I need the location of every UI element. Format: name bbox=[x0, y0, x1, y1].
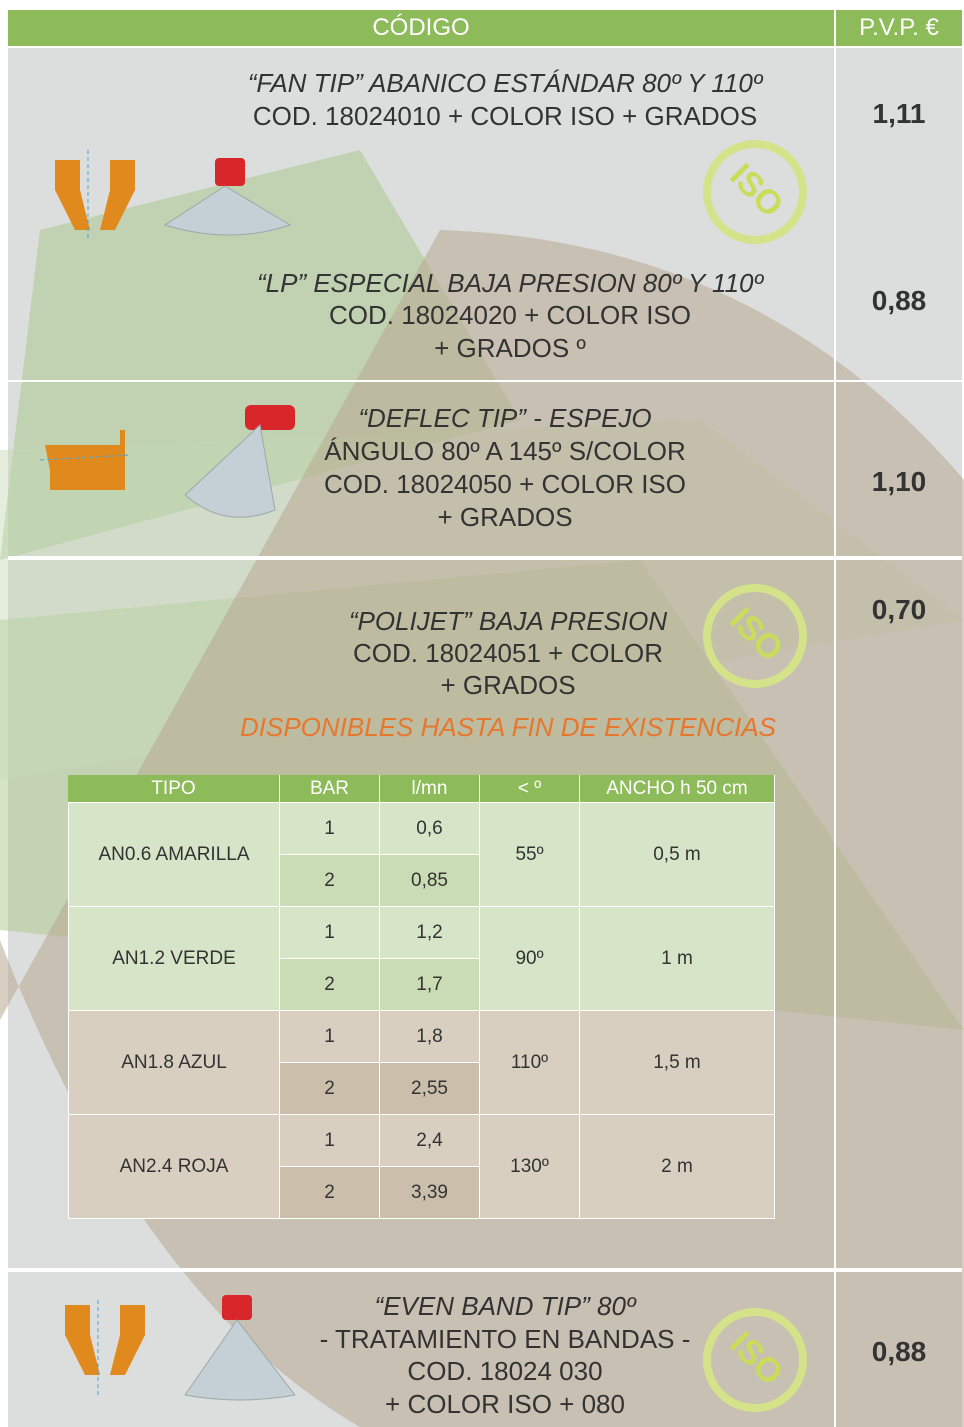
flow-cell: 0,85 bbox=[380, 855, 480, 907]
tipo-cell: AN2.4 ROJA bbox=[68, 1115, 280, 1219]
product-line: - TRATAMIENTO EN BANDAS - bbox=[319, 1324, 691, 1354]
width-cell: 2 m bbox=[580, 1115, 775, 1219]
flow-cell: 1,7 bbox=[380, 959, 480, 1011]
bar-cell: 2 bbox=[280, 1167, 380, 1219]
angle-cell: 90º bbox=[480, 907, 580, 1011]
flow-cell: 0,6 bbox=[380, 803, 480, 855]
product-line: + COLOR ISO + 080 bbox=[385, 1389, 625, 1419]
tipo-cell: AN0.6 AMARILLA bbox=[68, 803, 280, 907]
availability-note: DISPONIBLES HASTA FIN DE EXISTENCIAS bbox=[239, 712, 777, 742]
price: 1,11 bbox=[872, 98, 926, 129]
angle-cell: 55º bbox=[480, 803, 580, 907]
price: 0,88 bbox=[871, 1336, 927, 1367]
table-header: BAR bbox=[280, 775, 380, 803]
product-line: COD. 18024051 + COLOR bbox=[353, 638, 663, 668]
header-code: CÓDIGO bbox=[8, 10, 834, 46]
price: 0,88 bbox=[871, 285, 927, 316]
flow-cell: 2,55 bbox=[380, 1063, 480, 1115]
price: 0,70 bbox=[871, 594, 927, 625]
product-line: “LP” ESPECIAL BAJA PRESION 80º Y 110º bbox=[256, 268, 764, 298]
width-cell: 1,5 m bbox=[580, 1011, 775, 1115]
table-header: ANCHO h 50 cm bbox=[580, 775, 775, 803]
product-line: + GRADOS bbox=[440, 670, 576, 700]
bar-cell: 1 bbox=[280, 1115, 380, 1167]
product-line: + GRADOS bbox=[437, 502, 573, 532]
product-line: “POLIJET” BAJA PRESION bbox=[348, 606, 668, 636]
product-line: “EVEN BAND TIP” 80º bbox=[374, 1291, 636, 1321]
table-header: < º bbox=[480, 775, 580, 803]
angle-cell: 130º bbox=[480, 1115, 580, 1219]
angle-cell: 110º bbox=[480, 1011, 580, 1115]
product-line: COD. 18024020 + COLOR ISO bbox=[328, 300, 692, 330]
tipo-cell: AN1.8 AZUL bbox=[68, 1011, 280, 1115]
product-line: “FAN TIP” ABANICO ESTÁNDAR 80º Y 110º bbox=[247, 68, 763, 98]
bar-cell: 1 bbox=[280, 803, 380, 855]
product-line: ÁNGULO 80º A 145º S/COLOR bbox=[324, 436, 686, 466]
price: 1,10 bbox=[871, 466, 927, 497]
bar-cell: 2 bbox=[280, 959, 380, 1011]
product-line: COD. 18024050 + COLOR ISO bbox=[323, 469, 687, 499]
width-cell: 1 m bbox=[580, 907, 775, 1011]
width-cell: 0,5 m bbox=[580, 803, 775, 907]
flow-cell: 3,39 bbox=[380, 1167, 480, 1219]
table-header: TIPO bbox=[68, 775, 280, 803]
bar-cell: 2 bbox=[280, 855, 380, 907]
product-line: + GRADOS º bbox=[434, 333, 586, 363]
product-line: COD. 18024010 + COLOR ISO + GRADOS bbox=[252, 101, 758, 131]
product-line: COD. 18024 030 bbox=[407, 1356, 603, 1386]
bar-cell: 2 bbox=[280, 1063, 380, 1115]
table-header: l/mn bbox=[380, 775, 480, 803]
product-line: “DEFLEC TIP” - ESPEJO bbox=[358, 403, 652, 433]
tipo-cell: AN1.2 VERDE bbox=[68, 907, 280, 1011]
header-price: P.V.P. € bbox=[836, 10, 962, 46]
bar-cell: 1 bbox=[280, 907, 380, 959]
flow-cell: 2,4 bbox=[380, 1115, 480, 1167]
flow-cell: 1,8 bbox=[380, 1011, 480, 1063]
bar-cell: 1 bbox=[280, 1011, 380, 1063]
flow-cell: 1,2 bbox=[380, 907, 480, 959]
